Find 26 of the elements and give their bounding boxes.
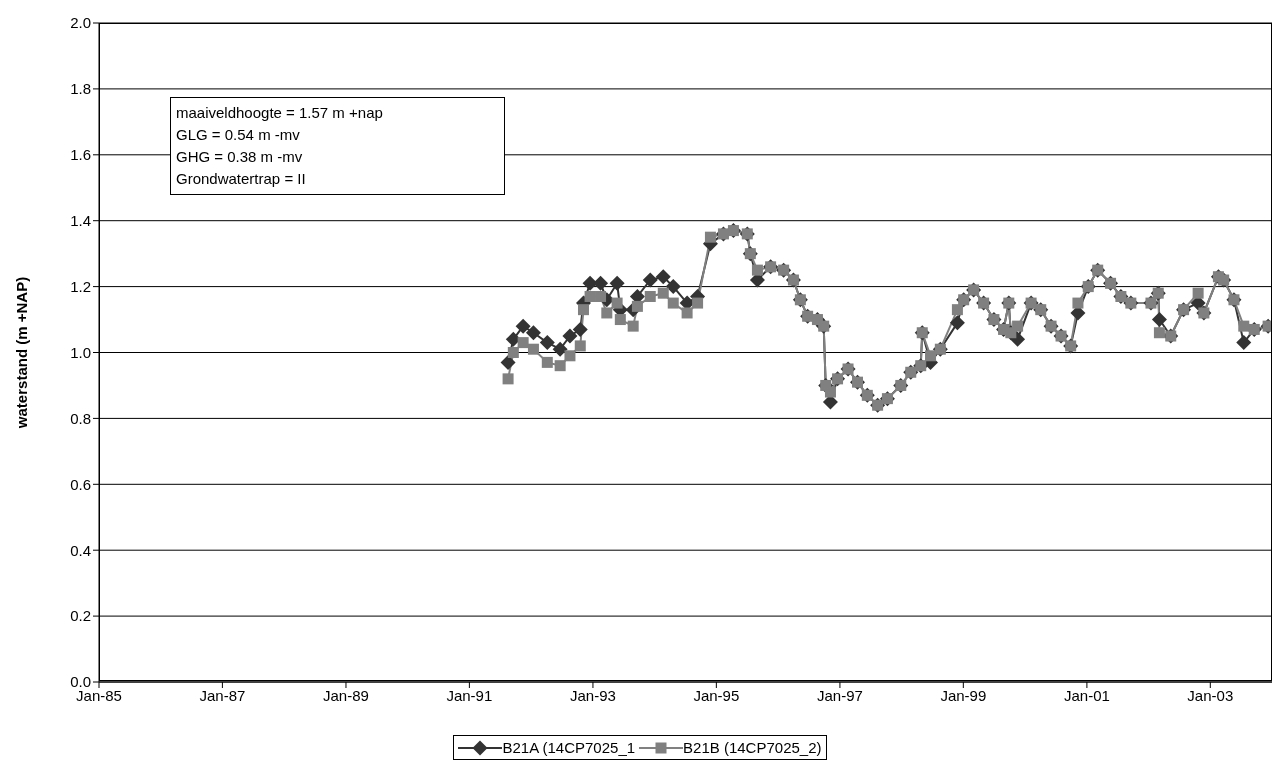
y-tick-label: 0.4 <box>70 541 91 559</box>
x-tick-label: Jan-87 <box>199 686 246 704</box>
x-tick-label: Jan-95 <box>693 686 740 704</box>
y-tick-label: 0.8 <box>70 409 91 427</box>
annotation: Grondwatertrap = II <box>176 169 307 189</box>
annotation: GHG = 0.38 m -mv <box>176 147 304 167</box>
y-tick-label: 0.2 <box>70 607 91 625</box>
x-tick-label: Jan-89 <box>323 686 369 704</box>
y-tick-label: 1.2 <box>70 277 91 295</box>
legend-label: B21B (14CP7025_2) <box>683 739 822 756</box>
annotation: maaiveldhoogte = 1.57 m +nap <box>176 103 384 123</box>
y-tick-label: 1.8 <box>70 80 91 98</box>
y-tick-label: 1.0 <box>70 343 91 361</box>
x-tick-label: Jan-03 <box>1187 686 1234 704</box>
x-tick-label: Jan-97 <box>816 686 863 704</box>
y-tick-label: 1.6 <box>70 146 91 164</box>
y-tick-label: 1.4 <box>70 212 91 230</box>
y-tick-label: 0.6 <box>70 475 91 493</box>
x-tick-label: Jan-99 <box>940 686 987 704</box>
x-tick-label: Jan-91 <box>446 686 493 704</box>
y-axis-title: waterstand (m +NAP) <box>13 276 31 430</box>
y-tick-label: 2.0 <box>70 14 91 32</box>
annotation: GLG = 0.54 m -mv <box>176 125 301 145</box>
legend-label: B21A (14CP7025_1 <box>502 739 636 756</box>
x-tick-label: Jan-93 <box>570 686 616 704</box>
x-tick-label: Jan-01 <box>1063 686 1110 704</box>
